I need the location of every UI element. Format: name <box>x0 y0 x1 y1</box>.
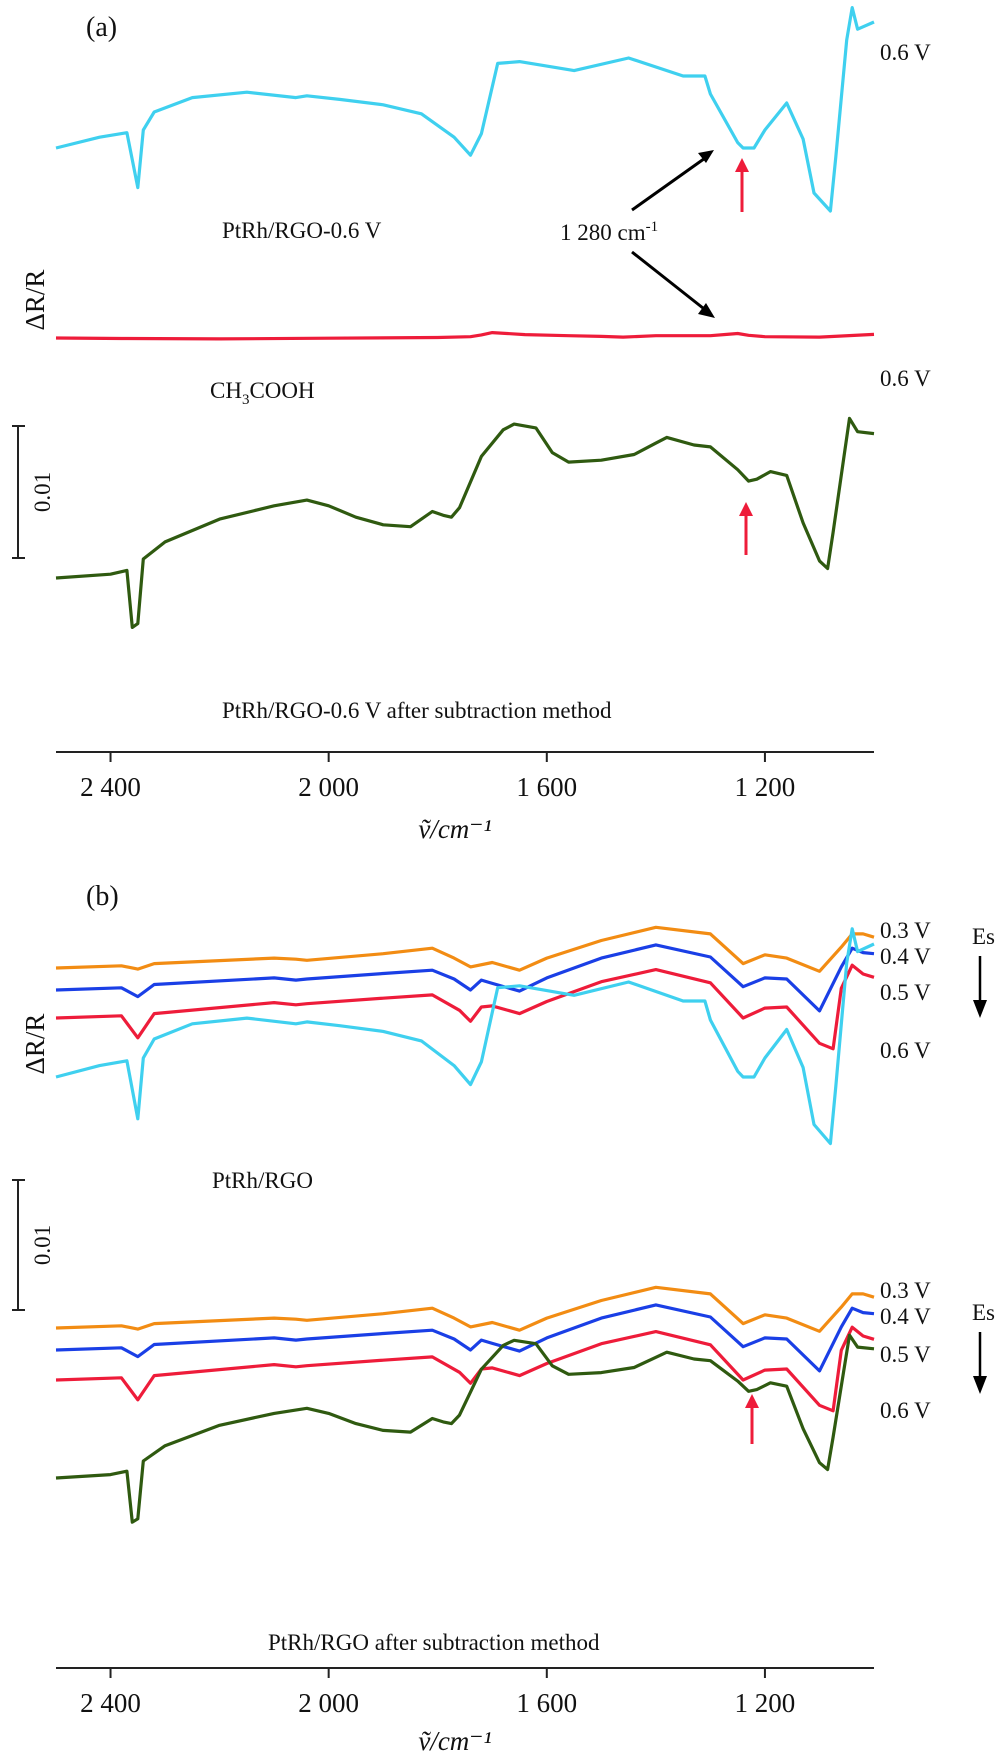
panel-b-label-lower-0-6v: 0.6 V <box>880 1398 931 1423</box>
series-line-ptrh-rgo-after-subtraction-method-0-6-v <box>55 1333 875 1524</box>
panel-a-scale-bar: 0.01 <box>12 425 55 559</box>
panel-a-series-label-subtracted: 0.6 V <box>880 366 931 391</box>
x-tick-label: 2 400 <box>80 1688 141 1718</box>
series-line-ptrh-rgo-0-5-v <box>55 963 875 1051</box>
x-tick-label: 1 200 <box>735 1688 796 1718</box>
panel-b-label-upper-0-4v: 0.4 V <box>880 944 931 969</box>
panel-b-lower-group-label: PtRh/RGO after subtraction method <box>268 1630 600 1655</box>
panel-b-es-arrow-lower-head <box>973 1376 987 1394</box>
panel-a-scale-bar-label: 0.01 <box>30 472 55 512</box>
panel-a-subtracted-label: PtRh/RGO-0.6 V after subtraction method <box>222 698 612 723</box>
series-line-0-6-v <box>55 416 875 630</box>
x-tick-label: 1 600 <box>516 772 577 802</box>
panel-b-es-label-lower: Es <box>972 1300 995 1325</box>
panel-b-x-axis-title: ṽ/cm⁻¹ <box>418 1726 491 1756</box>
x-tick-label: 1 200 <box>735 772 796 802</box>
panel-a-peak-label: 1 280 cm-1 <box>560 219 658 245</box>
series-line-ptrh-rgo-after-subtraction-method-0-3-v <box>55 1285 875 1333</box>
series-line-ptrh-rgo-0-6-v <box>55 927 875 1146</box>
panel-b-label-lower-0-3v: 0.3 V <box>880 1278 931 1303</box>
panel-b-highlight-arrow-head <box>745 1394 759 1408</box>
panel-a-peak-arrows <box>631 150 715 318</box>
series-line-ptrh-rgo-0-4-v <box>55 943 875 1013</box>
panel-b-es-arrow-upper-head <box>973 1000 987 1018</box>
panel-b: (b) ΔR/R 0.01 0.3 V 0.4 V 0.5 V 0.6 V Es… <box>12 881 995 1756</box>
panel-b-y-axis-title: ΔR/R <box>20 1014 50 1075</box>
series-line-ptrh-rgo-after-subtraction-method-0-5-v <box>55 1325 875 1413</box>
panel-b-label: (b) <box>86 881 119 912</box>
panel-b-label-upper-0-6v: 0.6 V <box>880 1038 931 1063</box>
panel-a-x-ticks: 2 400 2 000 1 600 1 200 <box>80 752 795 802</box>
panel-b-x-ticks: 2 400 2 000 1 600 1 200 <box>80 1668 795 1718</box>
peak-arrow-lower-head <box>698 303 715 318</box>
panel-a-x-axis: 2 400 2 000 1 600 1 200 ṽ/cm⁻¹ <box>56 751 874 844</box>
panel-b-label-upper-0-5v: 0.5 V <box>880 980 931 1005</box>
panel-a-x-axis-title: ṽ/cm⁻¹ <box>418 814 491 844</box>
panel-b-label-lower-0-4v: 0.4 V <box>880 1304 931 1329</box>
series-line-0-6-v <box>55 5 875 213</box>
x-tick-label: 2 400 <box>80 772 141 802</box>
panel-a-highlight-arrows <box>735 158 753 555</box>
panel-a: (a) ΔR/R 0.01 0.6 V 0.6 V PtRh/RGO-0.6 V… <box>12 5 931 844</box>
panel-a-series-group <box>55 5 875 630</box>
panel-a-label: (a) <box>86 12 117 43</box>
panel-b-upper-group-label: PtRh/RGO <box>212 1168 313 1193</box>
series-line-ptrh-rgo-0-3-v <box>55 925 875 973</box>
series-line-ch3cooh <box>55 331 875 341</box>
panel-b-es-label-upper: Es <box>972 924 995 949</box>
x-tick-label: 1 600 <box>516 1688 577 1718</box>
series-line-ptrh-rgo-after-subtraction-method-0-4-v <box>55 1303 875 1373</box>
panel-b-x-axis: 2 400 2 000 1 600 1 200 ṽ/cm⁻¹ <box>56 1667 874 1756</box>
panel-a-reference-label: CH3COOH <box>210 378 315 408</box>
panel-a-sample-label: PtRh/RGO-0.6 V <box>222 218 382 243</box>
panel-b-label-lower-0-5v: 0.5 V <box>880 1342 931 1367</box>
panel-b-scale-bar: 0.01 <box>12 1179 55 1311</box>
panel-b-y-axis-title-text: ΔR/R <box>20 1014 50 1075</box>
panel-a-y-axis-title-text: ΔR/R <box>20 270 50 331</box>
panel-a-y-axis-title: ΔR/R <box>20 270 50 331</box>
highlight-arrow-bottom-head <box>739 502 753 516</box>
panel-b-scale-bar-label: 0.01 <box>30 1225 55 1265</box>
x-tick-label: 2 000 <box>298 1688 359 1718</box>
panel-a-series-label-top: 0.6 V <box>880 40 931 65</box>
panel-b-series-group <box>55 925 875 1524</box>
panel-b-label-upper-0-3v: 0.3 V <box>880 918 931 943</box>
x-tick-label: 2 000 <box>298 772 359 802</box>
peak-arrow-lower <box>631 250 709 314</box>
highlight-arrow-top-head <box>735 158 749 172</box>
peak-arrow-upper <box>631 154 709 212</box>
peak-arrow-upper-head <box>698 150 714 163</box>
